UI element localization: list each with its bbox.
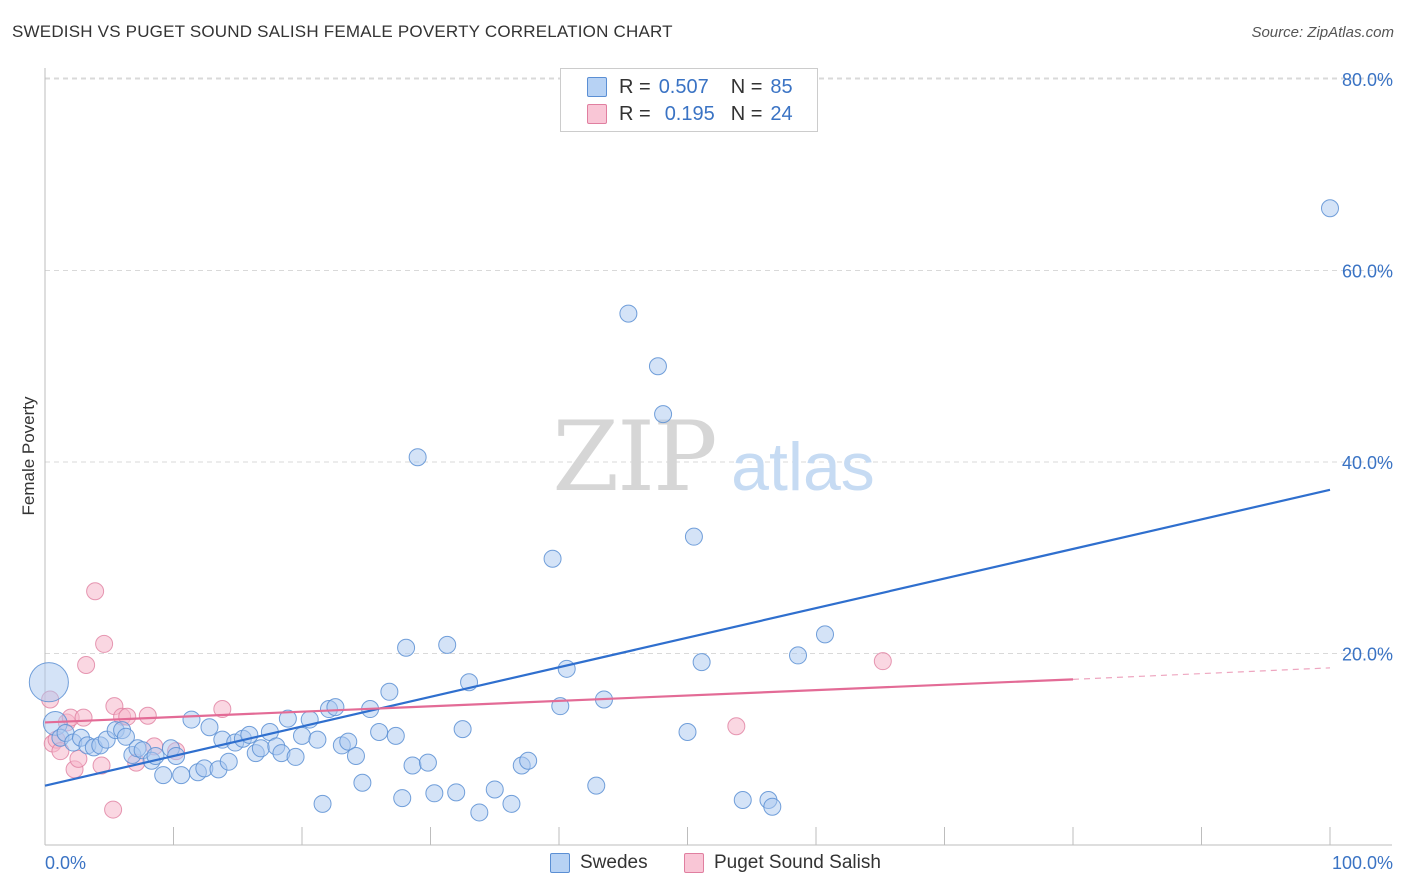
bottom-legend-puget-sound-salish: Puget Sound Salish [684, 852, 881, 874]
data-point [353, 773, 372, 792]
chart-source: Source: ZipAtlas.com [1251, 24, 1394, 41]
data-point [619, 304, 638, 323]
correlation-legend: R = 0.507 N = 85 R = 0.195 N = 24 [560, 68, 818, 132]
legend-r-value: 0.195 [664, 102, 715, 125]
data-point [408, 448, 427, 467]
data-point [104, 800, 123, 819]
data-point [346, 746, 365, 765]
legend-n-label: N = [730, 75, 763, 98]
legend-row-swedes: R = 0.507 N = 85 [587, 75, 793, 99]
data-point [286, 747, 305, 766]
swedes-legend-label: Swedes [580, 852, 648, 873]
data-point [727, 717, 746, 736]
data-point [418, 753, 437, 772]
puget-sound-salish-points [41, 582, 892, 819]
data-point [370, 723, 389, 742]
data-point [425, 784, 444, 803]
data-point [873, 652, 892, 671]
watermark-zip: ZIP [552, 401, 715, 513]
data-point [92, 756, 111, 775]
data-point [69, 749, 88, 768]
legend-r-value: 0.507 [658, 75, 709, 98]
data-point [502, 794, 521, 813]
data-point [543, 549, 562, 568]
x-tick-label: 100.0% [1332, 853, 1393, 873]
data-point [397, 638, 416, 657]
data-point [789, 646, 808, 665]
data-point [519, 751, 538, 770]
data-point [339, 732, 358, 751]
data-point [182, 710, 201, 729]
data-point [313, 794, 332, 813]
puget-sound-salish-swatch [587, 104, 607, 124]
data-point [293, 726, 311, 745]
y-tick-label: 60.0% [1342, 262, 1393, 282]
data-point [447, 783, 466, 802]
legend-r-label: R = [619, 75, 651, 98]
data-point [380, 682, 399, 701]
puget-sound-salish-trend-line [44, 678, 1074, 724]
data-point [557, 659, 576, 678]
data-point [692, 653, 711, 672]
data-point [485, 780, 504, 799]
data-point [438, 635, 457, 654]
swedes-swatch [587, 77, 607, 97]
data-point [95, 634, 114, 653]
data-point [763, 797, 782, 816]
legend-n-value: 85 [770, 75, 793, 98]
data-point [648, 357, 667, 376]
data-point [116, 727, 135, 746]
data-point [219, 752, 238, 771]
data-point [172, 766, 191, 785]
data-point [77, 655, 96, 674]
chart-title: SWEDISH VS PUGET SOUND SALISH FEMALE POV… [12, 22, 673, 41]
legend-n-value: 24 [770, 102, 793, 125]
legend-row-puget-sound-salish: R = 0.195 N = 24 [587, 102, 793, 126]
data-point [308, 730, 327, 749]
data-point [74, 708, 93, 727]
data-point [453, 720, 472, 739]
gridlines [45, 77, 1392, 654]
data-point [326, 698, 345, 717]
swedes-legend-swatch [550, 853, 570, 873]
data-point [393, 789, 412, 808]
data-point [200, 718, 219, 737]
legend-n-label: N = [730, 102, 763, 125]
y-tick-label: 80.0% [1342, 70, 1393, 90]
data-point [86, 582, 105, 601]
data-point [587, 776, 606, 795]
watermark-atlas: atlas [731, 429, 875, 505]
trend-lines [44, 488, 1331, 787]
data-point [815, 625, 834, 644]
data-point [470, 803, 489, 822]
x-tick-label: 0.0% [45, 853, 86, 873]
data-point [278, 709, 297, 728]
data-point [684, 527, 703, 546]
data-point [251, 739, 270, 758]
data-point [138, 706, 157, 725]
axes [44, 68, 1392, 846]
puget-sound-salish-trend-extension [1072, 667, 1331, 680]
y-tick-label: 20.0% [1342, 645, 1393, 665]
data-point [154, 766, 173, 785]
data-point [654, 405, 673, 424]
data-point [213, 700, 232, 719]
legend-r-label: R = [619, 102, 651, 125]
y-axis-label: Female Poverty [19, 396, 38, 516]
data-point [733, 790, 752, 809]
bottom-legend-swedes: Swedes [550, 852, 648, 874]
tick-labels: 20.0% 40.0% 60.0% 80.0% 0.0% 100.0% [45, 70, 1393, 873]
data-point [386, 726, 405, 745]
y-tick-label: 40.0% [1342, 453, 1393, 473]
swedes-trend-line [44, 488, 1331, 787]
puget-sound-salish-legend-label: Puget Sound Salish [714, 852, 881, 873]
data-point [1321, 199, 1339, 218]
data-point [678, 723, 697, 742]
data-point [403, 756, 422, 775]
data-point [28, 662, 69, 703]
puget-sound-salish-legend-swatch [684, 853, 704, 873]
